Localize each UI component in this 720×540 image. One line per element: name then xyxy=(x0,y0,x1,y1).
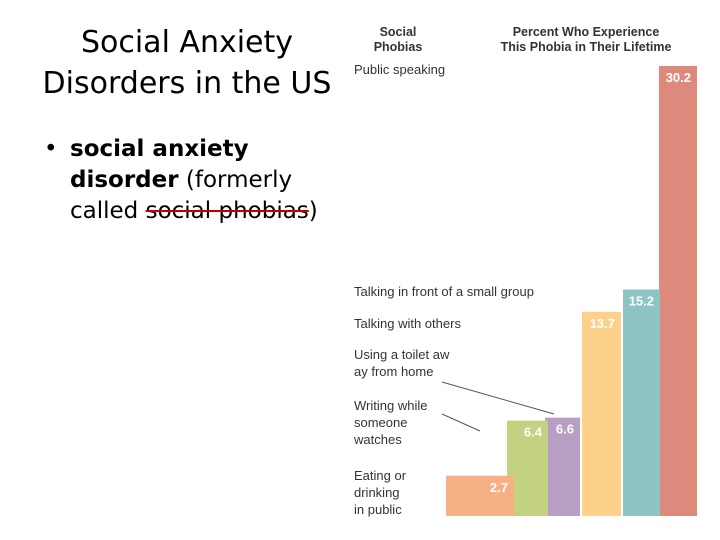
bar-4 xyxy=(545,417,580,516)
bullet-struck-text: social phobias xyxy=(145,198,309,224)
category-labels: Public speaking Talking in front of a sma… xyxy=(353,62,555,517)
category-label-4: Using a toilet aw ay from home xyxy=(354,347,450,379)
slide-title: Social Anxiety Disorders in the US xyxy=(14,22,360,104)
pointer-line-4 xyxy=(441,381,555,415)
header-right-line-2: This Phobia in Their Lifetime xyxy=(501,40,672,54)
value-label-5: 6.4 xyxy=(524,425,543,440)
bullet-bold-text: social anxiety disorder xyxy=(70,136,249,193)
bar-2 xyxy=(623,289,660,516)
value-label-3: 13.7 xyxy=(590,316,615,331)
pointer-line-5 xyxy=(441,413,481,432)
category-label-1: Public speaking xyxy=(354,62,445,77)
bars-layer: 30.2 15.2 13.7 6.6 6.4 2.7 xyxy=(446,66,697,516)
value-label-2: 15.2 xyxy=(629,294,654,309)
header-left-line-2: Phobias xyxy=(374,40,423,54)
value-label-4: 6.6 xyxy=(556,422,574,437)
bullet-list: • social anxiety disorder (formerly calle… xyxy=(44,134,334,227)
category-label-2: Talking in front of a small group xyxy=(354,284,534,299)
header-right-line-1: Percent Who Experience xyxy=(513,25,660,39)
slide-title-line-2: Disorders in the US xyxy=(42,66,332,101)
value-label-6: 2.7 xyxy=(490,480,508,495)
bar-1 xyxy=(659,66,697,516)
category-label-5: Writing while someone watches xyxy=(353,398,427,447)
bullet-normal-text: (formerly called xyxy=(70,167,293,224)
category-label-6: Eating or drinking in public xyxy=(354,468,407,517)
chart-header: Social Phobias Percent Who Experience Th… xyxy=(374,25,672,54)
header-left-line-1: Social xyxy=(380,25,417,39)
bullet-dot: • xyxy=(44,136,58,162)
social-phobia-chart: Social Phobias Percent Who Experience Th… xyxy=(353,25,697,517)
bar-3 xyxy=(582,311,621,516)
slide-title-line-1: Social Anxiety xyxy=(80,25,294,60)
value-label-1: 30.2 xyxy=(666,70,691,85)
bullet-item: • social anxiety disorder (formerly calle… xyxy=(44,134,334,227)
bar-6 xyxy=(446,475,514,516)
bullet-tail-text: ) xyxy=(308,198,318,224)
category-label-3: Talking with others xyxy=(354,316,461,331)
